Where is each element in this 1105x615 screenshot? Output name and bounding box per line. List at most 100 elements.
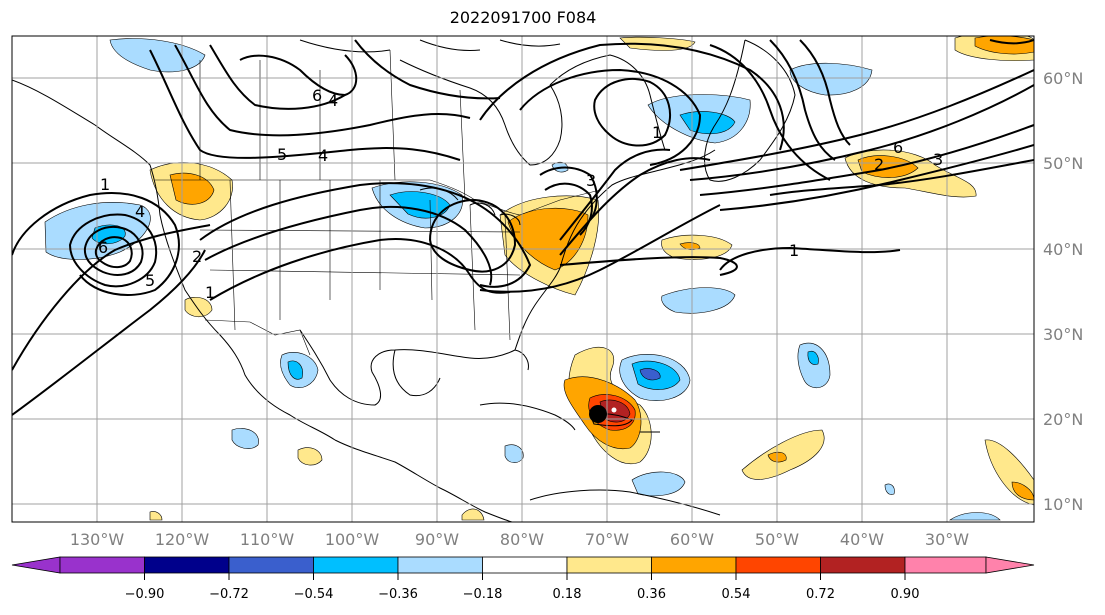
lon-label: 110°W: [240, 530, 295, 549]
contour-pac-outer: [12, 224, 211, 371]
colorbar-tick-marks: [144, 573, 906, 580]
shade-baja-pos: [184, 297, 213, 318]
shade-pac-small-pos: [297, 447, 323, 466]
contour-label: 3: [586, 171, 596, 190]
contour-label: 6: [98, 238, 108, 257]
contour-label: 4: [318, 146, 328, 165]
shade-greenland-neg-core: [679, 111, 736, 135]
colorbar-extend-low: [11, 556, 61, 574]
colorbar: [11, 556, 1035, 574]
contour-label: 3: [933, 150, 943, 169]
contour-label: 1: [100, 175, 110, 194]
contour-label: 1: [652, 123, 662, 142]
shade-canada-neg: [109, 38, 206, 73]
borders: [155, 49, 601, 356]
shade-bottom-mid-pos: [461, 508, 485, 521]
coast-cuba: [479, 402, 576, 431]
shade-ne-pos-core: [974, 36, 1034, 55]
contour-label: 5: [145, 271, 155, 290]
storm-center-marker: [589, 405, 607, 423]
shade-gulf-neg-core: [287, 360, 303, 380]
lon-label: 120°W: [155, 530, 210, 549]
contour-label-group: 6 4 5 4 1 4 6 5 2 1 3 1 2 6 3 1: [98, 86, 943, 302]
contour-w1: [149, 49, 461, 161]
contour-label: 1: [789, 241, 799, 260]
latitude-labels: 60°N 50°N 40°N 30°N 20°N 10°N: [1043, 69, 1083, 514]
contour-ne1: [479, 42, 785, 151]
coast-east: [514, 149, 716, 351]
lat-label: 60°N: [1043, 69, 1083, 88]
contour-label: 4: [135, 202, 145, 221]
lon-label: 90°W: [415, 530, 459, 549]
contour-label: 1: [205, 283, 215, 302]
coast-greenland: [704, 39, 796, 182]
shade-bottom-right-pos-core: [1011, 481, 1034, 501]
colorbar-segment: [397, 556, 483, 574]
colorbar-segment: [566, 556, 652, 574]
shade-hur-neg-core: [639, 368, 661, 381]
colorbar-segment: [144, 556, 230, 574]
colorbar-tick-label: 0.90: [891, 587, 920, 602]
lon-label: 50°W: [755, 530, 799, 549]
shade-east-neg-small: [797, 342, 831, 388]
colorbar-tick-label: −0.72: [209, 587, 249, 602]
contour-label: 6: [312, 86, 322, 105]
colorbar-tick-label: 0.72: [806, 587, 835, 602]
coast-yucatan: [392, 349, 441, 397]
colorbar-extend-high: [985, 556, 1035, 574]
coast-central-america: [334, 439, 513, 522]
contour-label: 5: [277, 145, 287, 164]
map-border: [11, 35, 1035, 523]
colorbar-segment: [651, 556, 737, 574]
colorbar-tick-label: 0.54: [722, 587, 751, 602]
contour-c1: [199, 182, 532, 288]
colorbar-tick-label: 0.36: [637, 587, 666, 602]
colorbar-tick-label: −0.36: [378, 587, 418, 602]
contour-top-right: [989, 39, 1034, 45]
colorbar-tick-label: 0.18: [553, 587, 582, 602]
colorbar-segment: [59, 556, 145, 574]
contours: [12, 39, 1034, 416]
lat-label: 20°N: [1043, 410, 1083, 429]
colorbar-segment: [820, 556, 906, 574]
shade-pac-small-neg: [231, 428, 259, 449]
colorbar-tick-label: −0.54: [294, 587, 334, 602]
coast-hudson: [399, 59, 563, 166]
coast-labrador: [549, 54, 666, 151]
lon-label: 40°W: [840, 530, 884, 549]
lat-label: 40°N: [1043, 240, 1083, 259]
longitude-labels: 130°W 120°W 110°W 100°W 90°W 80°W 70°W 6…: [70, 530, 969, 549]
contour-label: 6: [893, 138, 903, 157]
colorbar-tick-label: −0.90: [125, 587, 165, 602]
shade-east-pos-core: [507, 207, 589, 271]
lon-label: 80°W: [500, 530, 544, 549]
contour-label: 2: [874, 155, 884, 174]
provinces: [199, 49, 466, 201]
lon-label: 60°W: [670, 530, 714, 549]
map-title: 2022091700 F084: [449, 8, 597, 27]
states: [199, 179, 521, 341]
contour-label: 2: [192, 247, 202, 266]
shade-nw-pos-core: [169, 172, 215, 205]
colorbar-tick-label: −0.18: [463, 587, 503, 602]
lon-label: 70°W: [585, 530, 629, 549]
colorbar-segment: [313, 556, 399, 574]
lat-label: 10°N: [1043, 495, 1083, 514]
coast-gulf: [299, 329, 529, 406]
anomaly-shading: [44, 36, 1034, 521]
shade-carib-neg: [504, 444, 524, 463]
shade-east-neg-small-core: [807, 351, 819, 365]
colorbar-ticks: −0.90 −0.72 −0.54 −0.36 −0.18 0.18 0.36 …: [125, 587, 920, 602]
contour-label: 4: [328, 91, 338, 110]
colorbar-segment: [228, 556, 314, 574]
lon-label: 100°W: [325, 530, 380, 549]
colorbar-segment: [482, 556, 568, 574]
contour-pac-outer-2: [12, 249, 206, 416]
contour-pacific-1: [12, 192, 180, 296]
lon-label: 130°W: [70, 530, 125, 549]
lat-label: 30°N: [1043, 325, 1083, 344]
lat-label: 50°N: [1043, 154, 1083, 173]
contour-atl-mid: [719, 246, 901, 271]
shade-bottom-left-pos: [149, 511, 163, 521]
